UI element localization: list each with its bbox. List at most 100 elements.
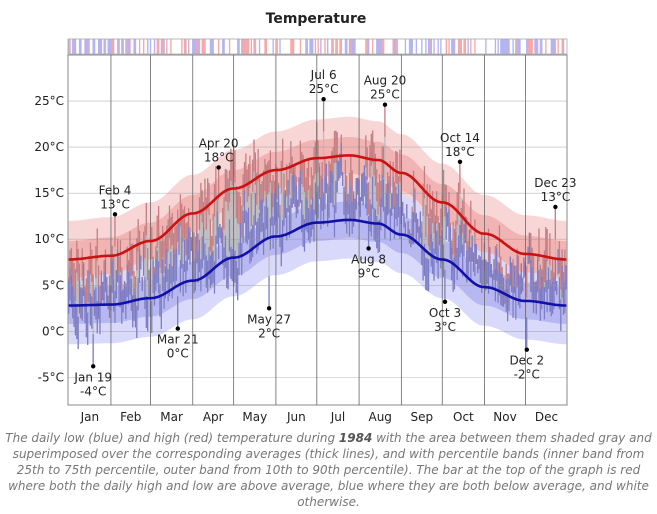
- daily-high-bar: [137, 219, 139, 252]
- daily-range-bar: [168, 205, 171, 297]
- daily-low-bar: [449, 226, 451, 260]
- daily-high-bar: [167, 219, 169, 252]
- daily-high-bar: [134, 276, 137, 309]
- anomaly-day: [294, 39, 296, 54]
- daily-range-bar: [217, 167, 220, 260]
- y-tick-label: 25°C: [34, 94, 64, 108]
- anomaly-day: [550, 39, 553, 54]
- anomaly-day: [95, 39, 97, 54]
- daily-low-bar: [477, 259, 479, 274]
- anomaly-day: [535, 39, 538, 54]
- daily-low-bar: [69, 268, 71, 301]
- daily-range-bar: [246, 169, 248, 245]
- daily-low-bar: [434, 222, 436, 255]
- daily-range-bar: [258, 177, 261, 245]
- daily-low-bar: [534, 282, 536, 303]
- daily-high-bar: [77, 249, 79, 282]
- daily-low-bar: [430, 234, 432, 267]
- daily-low-bar: [97, 286, 100, 319]
- daily-range-bar: [457, 182, 460, 268]
- daily-range-bar: [376, 169, 378, 249]
- anomaly-day: [325, 39, 328, 54]
- anomaly-day: [389, 39, 392, 54]
- daily-low-bar: [249, 231, 251, 264]
- daily-high-bar: [126, 246, 128, 279]
- daily-low-bar: [414, 190, 416, 223]
- daily-low-bar: [204, 243, 206, 276]
- daily-low-bar: [153, 273, 156, 306]
- daily-low-bar: [564, 280, 566, 313]
- daily-high-bar: [312, 175, 314, 208]
- daily-low-bar: [391, 193, 393, 216]
- daily-low-bar: [468, 229, 471, 262]
- chart-caption: The daily low (blue) and high (red) temp…: [2, 430, 655, 510]
- daily-high-bar: [299, 140, 302, 173]
- daily-range-bar: [242, 174, 244, 244]
- daily-low-bar: [352, 194, 355, 227]
- anomaly-day: [115, 39, 118, 54]
- daily-low-bar: [531, 267, 533, 300]
- anomaly-day: [312, 39, 314, 54]
- daily-range-bar: [466, 217, 468, 283]
- daily-low-bar: [301, 200, 303, 233]
- anomaly-day: [467, 39, 470, 54]
- daily-high-bar: [395, 150, 397, 183]
- daily-low-bar: [504, 289, 506, 304]
- daily-low-bar: [234, 250, 236, 283]
- daily-low-bar: [546, 280, 548, 313]
- daily-low-bar: [346, 201, 348, 234]
- daily-high-bar: [452, 221, 454, 255]
- x-tick-label: Jul: [330, 410, 345, 424]
- daily-low-bar: [552, 281, 554, 314]
- daily-high-bar: [459, 161, 461, 194]
- daily-high-bar: [427, 213, 430, 246]
- anomaly-day: [196, 39, 198, 54]
- anomaly-day: [73, 39, 76, 54]
- daily-range-bar: [201, 190, 203, 269]
- daily-low-bar: [520, 263, 522, 294]
- anomaly-day: [178, 39, 181, 54]
- daily-high-bar: [92, 274, 94, 307]
- daily-range-bar: [432, 191, 434, 274]
- extreme-date-label: Apr 20: [199, 136, 239, 150]
- daily-high-bar: [231, 153, 233, 186]
- daily-low-bar: [376, 216, 378, 249]
- daily-range-bar: [256, 172, 258, 254]
- daily-low-bar: [556, 281, 558, 295]
- daily-range-bar: [170, 217, 172, 284]
- daily-high-bar: [332, 147, 334, 180]
- daily-low-bar: [426, 258, 428, 291]
- anomaly-day: [324, 39, 326, 54]
- daily-range-bar: [280, 160, 282, 267]
- daily-low-bar: [246, 212, 248, 245]
- anomaly-day: [133, 39, 136, 54]
- daily-high-bar: [269, 150, 272, 183]
- daily-low-bar: [92, 334, 94, 367]
- anomaly-day: [69, 39, 72, 54]
- daily-high-bar: [282, 138, 284, 171]
- daily-high-bar: [70, 247, 72, 281]
- anomaly-day: [288, 39, 291, 54]
- anomaly-day: [122, 39, 125, 54]
- daily-low-bar: [367, 216, 370, 249]
- daily-high-bar: [160, 241, 162, 274]
- anomaly-day: [558, 39, 561, 54]
- anomaly-day: [422, 39, 425, 54]
- daily-low-bar: [84, 291, 86, 324]
- daily-low-bar: [444, 269, 446, 302]
- daily-range-bar: [545, 227, 547, 293]
- anomaly-day: [72, 39, 74, 54]
- daily-low-bar: [245, 210, 247, 243]
- extreme-date-label: Aug 8: [351, 252, 386, 266]
- daily-low-bar: [487, 261, 490, 294]
- anomaly-day: [373, 39, 376, 54]
- anomaly-day: [537, 39, 539, 54]
- daily-low-bar: [197, 250, 199, 283]
- daily-range-bar: [254, 152, 257, 226]
- anomaly-day: [348, 39, 351, 54]
- daily-high-bar: [348, 173, 351, 206]
- daily-low-bar: [354, 198, 356, 221]
- daily-range-bar: [452, 221, 454, 292]
- anomaly-day: [494, 39, 497, 54]
- anomaly-day: [366, 39, 369, 54]
